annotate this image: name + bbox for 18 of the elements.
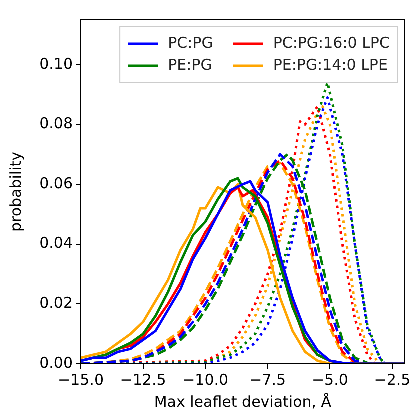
legend-label: PE:PG:14:0 LPE <box>273 56 388 74</box>
legend-label: PC:PG:16:0 LPC <box>273 34 390 52</box>
y-tick-label: 0.10 <box>40 54 73 73</box>
x-tick-label: −5.0 <box>312 370 348 389</box>
legend-label: PC:PG <box>168 34 214 52</box>
y-tick-label: 0.00 <box>40 354 73 372</box>
y-tick-label: 0.08 <box>40 114 73 133</box>
y-tick-label: 0.04 <box>40 234 73 252</box>
x-tick-label: −15.0 <box>58 370 104 389</box>
legend-label: PE:PG <box>168 56 212 74</box>
y-axis-title: probability <box>6 152 25 232</box>
x-tick-label: −2.5 <box>374 370 411 389</box>
y-tick-label: 0.06 <box>40 174 73 192</box>
x-axis-title: Max leaflet deviation, Å <box>154 392 332 411</box>
x-tick-label: −12.5 <box>120 370 166 389</box>
y-tick-label: 0.02 <box>40 294 73 312</box>
x-tick-label: −10.0 <box>182 370 229 389</box>
x-tick-label: −7.5 <box>250 370 286 389</box>
